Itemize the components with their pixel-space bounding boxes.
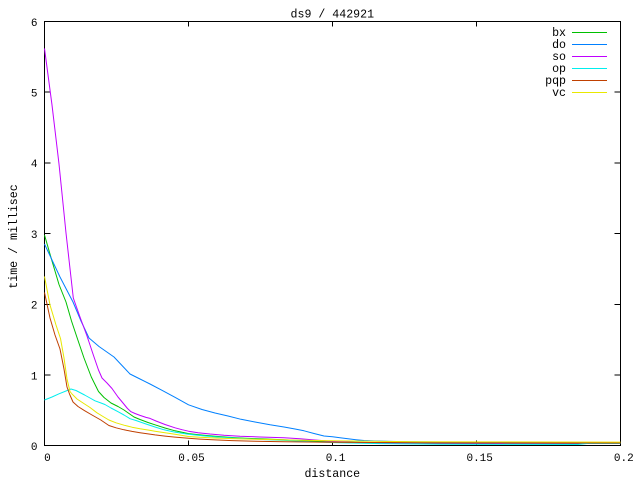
svg-text:time / millisec: time / millisec bbox=[8, 184, 21, 288]
svg-text:4: 4 bbox=[31, 159, 38, 171]
svg-text:0.15: 0.15 bbox=[466, 453, 492, 465]
svg-text:0.1: 0.1 bbox=[326, 453, 346, 465]
svg-text:so: so bbox=[552, 51, 566, 64]
svg-text:2: 2 bbox=[31, 301, 38, 313]
svg-text:ds9 / 442921: ds9 / 442921 bbox=[291, 8, 375, 21]
svg-text:0: 0 bbox=[31, 442, 38, 454]
svg-text:bx: bx bbox=[552, 27, 566, 40]
svg-text:do: do bbox=[552, 39, 566, 52]
svg-text:0.2: 0.2 bbox=[614, 453, 634, 465]
svg-text:0: 0 bbox=[44, 453, 51, 465]
svg-text:1: 1 bbox=[31, 372, 38, 384]
svg-text:distance: distance bbox=[304, 468, 360, 480]
svg-text:3: 3 bbox=[31, 230, 38, 242]
svg-text:op: op bbox=[552, 63, 566, 76]
svg-text:pqp: pqp bbox=[545, 75, 566, 88]
svg-text:6: 6 bbox=[31, 18, 38, 30]
svg-text:vc: vc bbox=[552, 87, 566, 100]
svg-text:0.05: 0.05 bbox=[178, 453, 204, 465]
svg-text:5: 5 bbox=[31, 88, 38, 100]
